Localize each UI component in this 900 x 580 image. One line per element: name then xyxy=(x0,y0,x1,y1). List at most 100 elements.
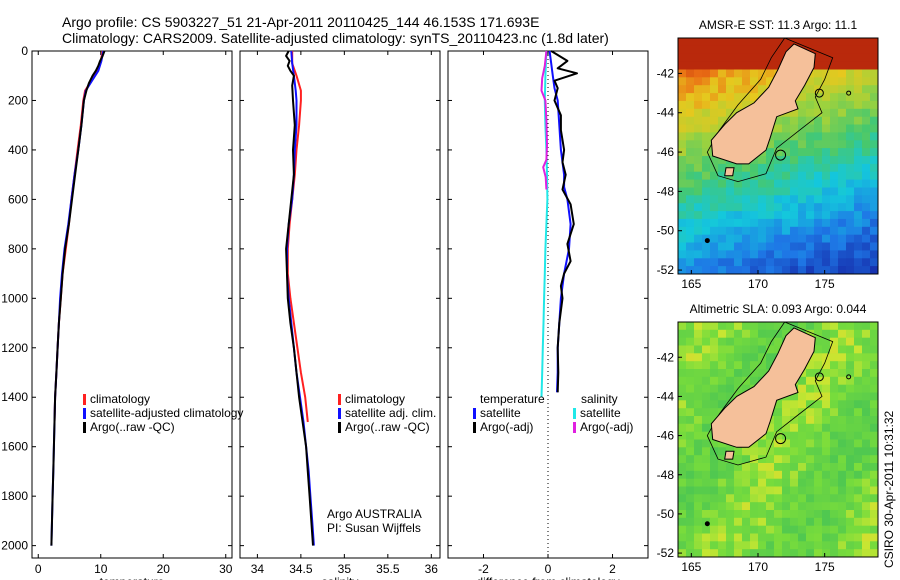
map-cell xyxy=(862,463,871,472)
map-cell xyxy=(694,124,703,133)
map-cell xyxy=(726,361,735,370)
map-cell xyxy=(718,369,727,378)
map-cell xyxy=(814,234,823,244)
map-cell xyxy=(750,258,759,267)
map-cell xyxy=(686,439,695,448)
map-cell xyxy=(734,502,743,511)
x-tick-label: 165 xyxy=(681,277,701,291)
map-cell xyxy=(750,322,759,331)
map-cell xyxy=(686,77,695,86)
map-cell xyxy=(854,45,863,55)
map-cell xyxy=(838,93,847,102)
map-cell xyxy=(774,171,783,181)
map-cell xyxy=(806,242,815,251)
map-cell xyxy=(694,179,703,189)
map-cell xyxy=(806,533,815,542)
map-cell xyxy=(750,218,759,228)
map-cell xyxy=(862,416,871,425)
map-cell xyxy=(694,549,703,557)
map-cell xyxy=(838,455,847,464)
map-cell xyxy=(678,517,687,527)
map-cell xyxy=(782,258,791,267)
map-cell xyxy=(710,408,719,417)
series-line xyxy=(50,50,105,546)
map-cell xyxy=(854,416,863,425)
map-cell xyxy=(806,384,815,394)
map-cell xyxy=(854,61,863,71)
map-cell xyxy=(782,211,791,220)
map-cell xyxy=(798,423,807,433)
map-cell xyxy=(790,140,799,149)
map-cell xyxy=(750,439,759,448)
map-cell xyxy=(814,187,823,196)
map-cell xyxy=(702,171,711,181)
map-cell xyxy=(862,163,871,173)
map-cell xyxy=(870,69,878,78)
map-cell xyxy=(686,494,695,503)
map-cell xyxy=(846,116,855,126)
map-cell xyxy=(734,203,743,212)
map-cell xyxy=(766,140,775,149)
map-cell xyxy=(846,463,855,472)
map-cell xyxy=(854,392,863,401)
map-cell xyxy=(790,416,799,425)
map-cell xyxy=(774,549,783,557)
map-cell xyxy=(686,517,695,527)
map-cell xyxy=(750,77,759,86)
map-cell xyxy=(678,541,687,550)
map-cell xyxy=(774,400,783,409)
map-cell xyxy=(790,226,799,236)
map-cell xyxy=(758,478,767,488)
map-cell xyxy=(718,337,727,347)
map-cell xyxy=(678,140,687,149)
map-cell xyxy=(814,463,823,472)
map-cell xyxy=(750,211,759,220)
y-tick-label: -48 xyxy=(657,468,675,482)
map-cell xyxy=(766,148,775,157)
map-cell xyxy=(854,266,863,274)
map-cell xyxy=(790,250,799,259)
map-cell xyxy=(870,447,878,456)
map-cell xyxy=(750,541,759,550)
map-cell xyxy=(710,463,719,472)
map-cell xyxy=(734,369,743,378)
map-cell xyxy=(862,494,871,503)
map-cell xyxy=(774,478,783,488)
map-cell xyxy=(766,226,775,236)
map-cell xyxy=(750,38,759,47)
map-cell xyxy=(734,226,743,236)
map-cell xyxy=(814,353,823,362)
map-cell xyxy=(806,376,815,386)
map-cell xyxy=(766,337,775,347)
map-cell xyxy=(814,447,823,456)
map-cell xyxy=(750,61,759,71)
map-cell xyxy=(774,525,783,535)
map-cell xyxy=(686,455,695,464)
map-cell xyxy=(766,533,775,542)
map-cell xyxy=(678,353,687,362)
map-cell xyxy=(742,525,751,535)
map-cell xyxy=(678,53,687,63)
map-cell xyxy=(838,439,847,448)
map-cell xyxy=(726,345,735,354)
map-cell xyxy=(814,108,823,118)
map-cell xyxy=(830,124,839,133)
map-cell xyxy=(774,234,783,244)
y-tick-label: -52 xyxy=(657,546,675,560)
map-cell xyxy=(870,195,878,204)
map-cell xyxy=(710,439,719,448)
map-cell xyxy=(702,203,711,212)
map-cell xyxy=(846,502,855,511)
map-cell xyxy=(726,486,735,495)
map-cell xyxy=(686,226,695,236)
map-cell xyxy=(750,447,759,456)
map-cell xyxy=(862,156,871,165)
map-cell xyxy=(838,203,847,212)
map-cell xyxy=(686,266,695,274)
map-cell xyxy=(838,470,847,480)
map-cell xyxy=(742,187,751,196)
map-cell xyxy=(838,266,847,274)
map-cell xyxy=(814,132,823,141)
map-cell xyxy=(702,124,711,133)
map-cell xyxy=(750,250,759,259)
